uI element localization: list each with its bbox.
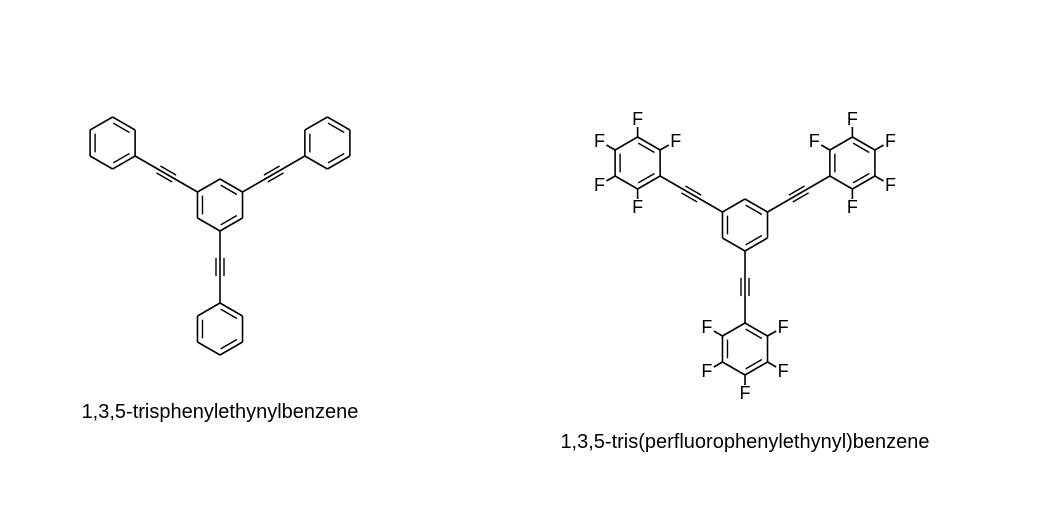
svg-text:F: F — [885, 131, 896, 151]
page: 1,3,5-trisphenylethynylbenzene FFFFFFFFF… — [0, 0, 1050, 518]
svg-text:F: F — [809, 131, 820, 151]
molecule-left-svg — [0, 0, 440, 440]
svg-text:F: F — [632, 109, 643, 129]
caption-right: 1,3,5-tris(perfluorophenylethynyl)benzen… — [440, 431, 1050, 454]
svg-text:F: F — [778, 361, 789, 381]
svg-text:F: F — [847, 197, 858, 217]
svg-text:F: F — [701, 361, 712, 381]
svg-text:F: F — [778, 317, 789, 337]
svg-text:F: F — [847, 109, 858, 129]
molecule-panel-left: 1,3,5-trisphenylethynylbenzene — [0, 0, 440, 440]
svg-text:F: F — [885, 175, 896, 195]
svg-text:F: F — [701, 317, 712, 337]
svg-text:F: F — [740, 383, 751, 403]
svg-text:F: F — [670, 131, 681, 151]
svg-text:F: F — [632, 197, 643, 217]
svg-text:F: F — [594, 175, 605, 195]
svg-text:F: F — [594, 131, 605, 151]
molecule-right-svg: F F F F F F F F F F F F F F F — [440, 0, 1050, 470]
caption-left: 1,3,5-trisphenylethynylbenzene — [0, 401, 440, 424]
molecule-panel-right: F F F F F F F F F F F F F F F 1,3,5-tris(perfluorophen… — [440, 0, 1050, 470]
